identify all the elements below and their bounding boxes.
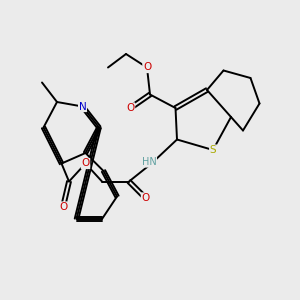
Text: O: O bbox=[143, 62, 151, 73]
Text: O: O bbox=[141, 193, 150, 203]
Text: N: N bbox=[79, 101, 86, 112]
Text: O: O bbox=[81, 158, 90, 169]
Text: S: S bbox=[210, 145, 216, 155]
Text: HN: HN bbox=[142, 157, 157, 167]
Text: O: O bbox=[126, 103, 135, 113]
Text: O: O bbox=[59, 202, 67, 212]
